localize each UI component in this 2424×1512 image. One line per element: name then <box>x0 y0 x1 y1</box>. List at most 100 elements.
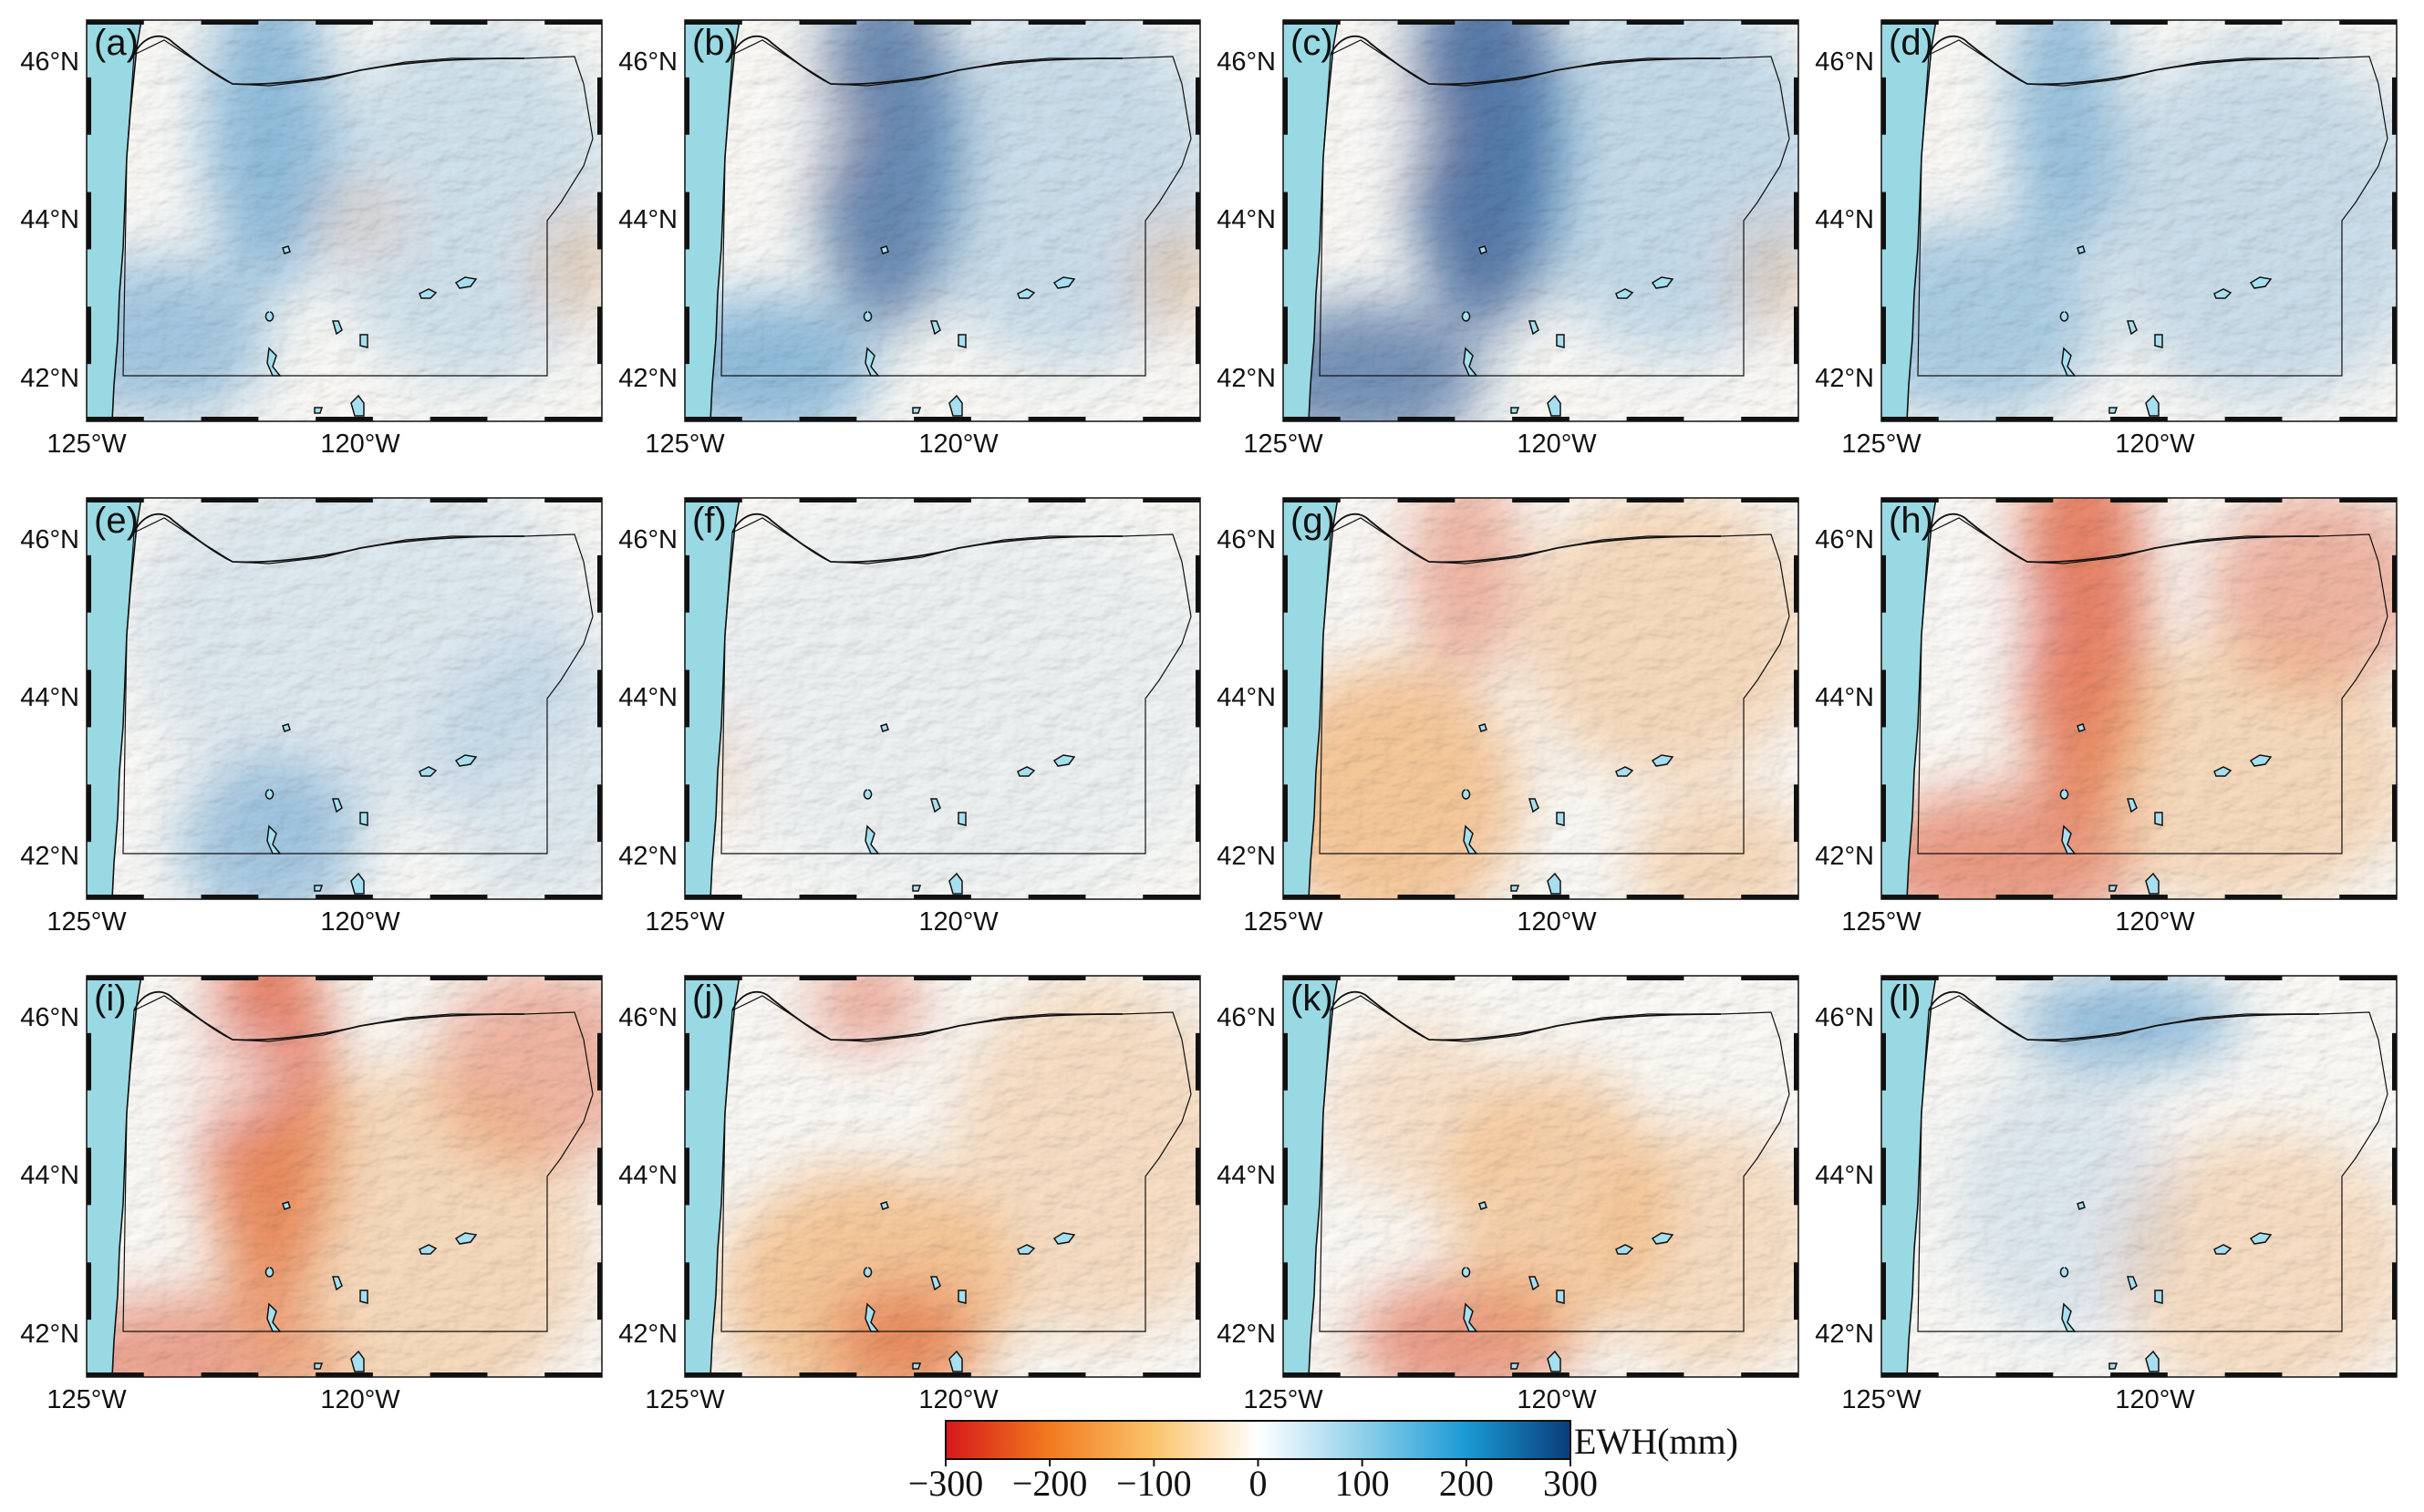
lake <box>2154 812 2163 826</box>
frame-tick <box>1881 554 1886 613</box>
frame-tick <box>1512 1372 1569 1377</box>
panel-label: (b) <box>692 23 737 63</box>
frame-tick <box>1283 784 1288 843</box>
lake <box>314 885 324 892</box>
frame-tick <box>2224 1372 2283 1377</box>
lake <box>1615 1244 1634 1255</box>
lake <box>266 1302 282 1332</box>
frame-tick <box>1741 498 1798 502</box>
columbia-river <box>133 513 525 564</box>
lake <box>1547 872 1561 895</box>
lake <box>880 245 889 254</box>
frame-tick <box>1283 895 1341 899</box>
frame-tick <box>1028 1372 1086 1377</box>
frame-tick <box>1741 20 1798 25</box>
frame-tick <box>914 1372 971 1377</box>
lake <box>1615 288 1634 299</box>
lake <box>419 288 438 299</box>
coastline <box>1308 976 1339 1377</box>
lon-tick-label: 125°W <box>645 907 725 937</box>
lat-tick-label: 46°N <box>618 1003 678 1032</box>
ocean-area <box>1881 498 1936 899</box>
frame-tick <box>1881 1032 1886 1091</box>
frame-tick <box>685 554 689 613</box>
frame-tick <box>87 554 91 613</box>
frame-tick <box>87 1032 91 1091</box>
frame-tick <box>1028 895 1086 899</box>
frame-tick <box>544 1372 602 1377</box>
lon-tick-label: 120°W <box>1517 430 1597 459</box>
lake <box>912 1362 922 1370</box>
lat-tick-label: 46°N <box>20 47 79 77</box>
coastline <box>111 976 142 1377</box>
frame-tick <box>87 1372 144 1377</box>
ocean-area <box>685 20 740 421</box>
frame-tick <box>1995 1372 2054 1377</box>
frame-tick <box>2110 895 2168 899</box>
lat-tick-label: 46°N <box>20 1003 79 1032</box>
frame-tick <box>1196 306 1200 365</box>
frame-tick <box>2392 1032 2397 1091</box>
frame-tick <box>430 895 488 899</box>
lake <box>2145 394 2160 417</box>
lake <box>948 1350 963 1372</box>
lake <box>2249 276 2273 289</box>
lon-tick-label: 120°W <box>1517 1385 1597 1414</box>
frame-tick <box>544 976 602 980</box>
frame-tick <box>430 417 488 421</box>
frame-tick <box>1995 976 2054 980</box>
frame-tick <box>1881 417 1939 421</box>
ocean-area <box>87 976 141 1377</box>
frame-tick <box>914 895 971 899</box>
frame-tick <box>597 306 602 365</box>
panel-label: (i) <box>94 979 127 1019</box>
panel-label: (d) <box>1889 23 1933 63</box>
frame-tick <box>1741 417 1798 421</box>
lake <box>1556 812 1565 826</box>
frame-tick <box>685 1262 689 1320</box>
frame-tick <box>1794 669 1798 728</box>
lake <box>912 885 922 892</box>
frame-tick <box>1143 417 1200 421</box>
colorbar-title: EWH(mm) <box>1574 1421 1738 1462</box>
frame-tick <box>2392 1262 2397 1320</box>
frame-tick <box>914 498 971 502</box>
lat-tick-label: 46°N <box>1217 525 1276 554</box>
lat-tick-label: 42°N <box>1815 1320 1874 1349</box>
lake <box>454 276 478 289</box>
lake <box>1528 1276 1539 1291</box>
frame-tick <box>1512 417 1569 421</box>
frame-tick <box>685 1372 742 1377</box>
frame-tick <box>2339 417 2397 421</box>
frame-tick <box>1283 669 1288 728</box>
lake <box>2061 347 2077 377</box>
frame-tick <box>87 1147 91 1206</box>
frame-tick <box>1143 895 1200 899</box>
hillshade-relief <box>87 20 602 421</box>
frame-tick <box>914 20 971 25</box>
lon-tick-label: 120°W <box>2115 430 2195 459</box>
lake <box>350 394 365 417</box>
frame-tick <box>430 976 488 980</box>
lake <box>863 311 873 322</box>
frame-tick <box>2110 976 2168 980</box>
lake <box>419 1244 438 1255</box>
coastline <box>1308 20 1339 421</box>
frame-tick <box>1881 976 1939 980</box>
columbia-river <box>1330 990 1722 1041</box>
frame-tick <box>685 895 742 899</box>
lake <box>1017 766 1036 777</box>
colorbar-tick-label: 200 <box>1439 1463 1494 1504</box>
lake <box>1615 766 1634 777</box>
lake <box>948 394 963 417</box>
panel-label: (k) <box>1290 979 1333 1019</box>
lon-tick-label: 120°W <box>1517 907 1597 937</box>
lake <box>419 766 438 777</box>
frame-tick <box>316 417 373 421</box>
lake <box>2061 824 2077 854</box>
frame-tick <box>316 498 373 502</box>
frame-tick <box>685 306 689 365</box>
colorbar-tick-label: 0 <box>1249 1463 1268 1504</box>
lat-tick-label: 42°N <box>1217 842 1276 871</box>
colorbar-tick-label: −300 <box>908 1463 984 1504</box>
